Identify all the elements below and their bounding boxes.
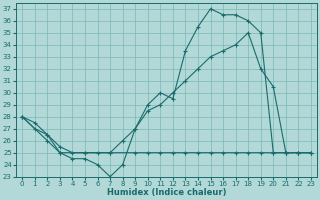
X-axis label: Humidex (Indice chaleur): Humidex (Indice chaleur) <box>107 188 226 197</box>
